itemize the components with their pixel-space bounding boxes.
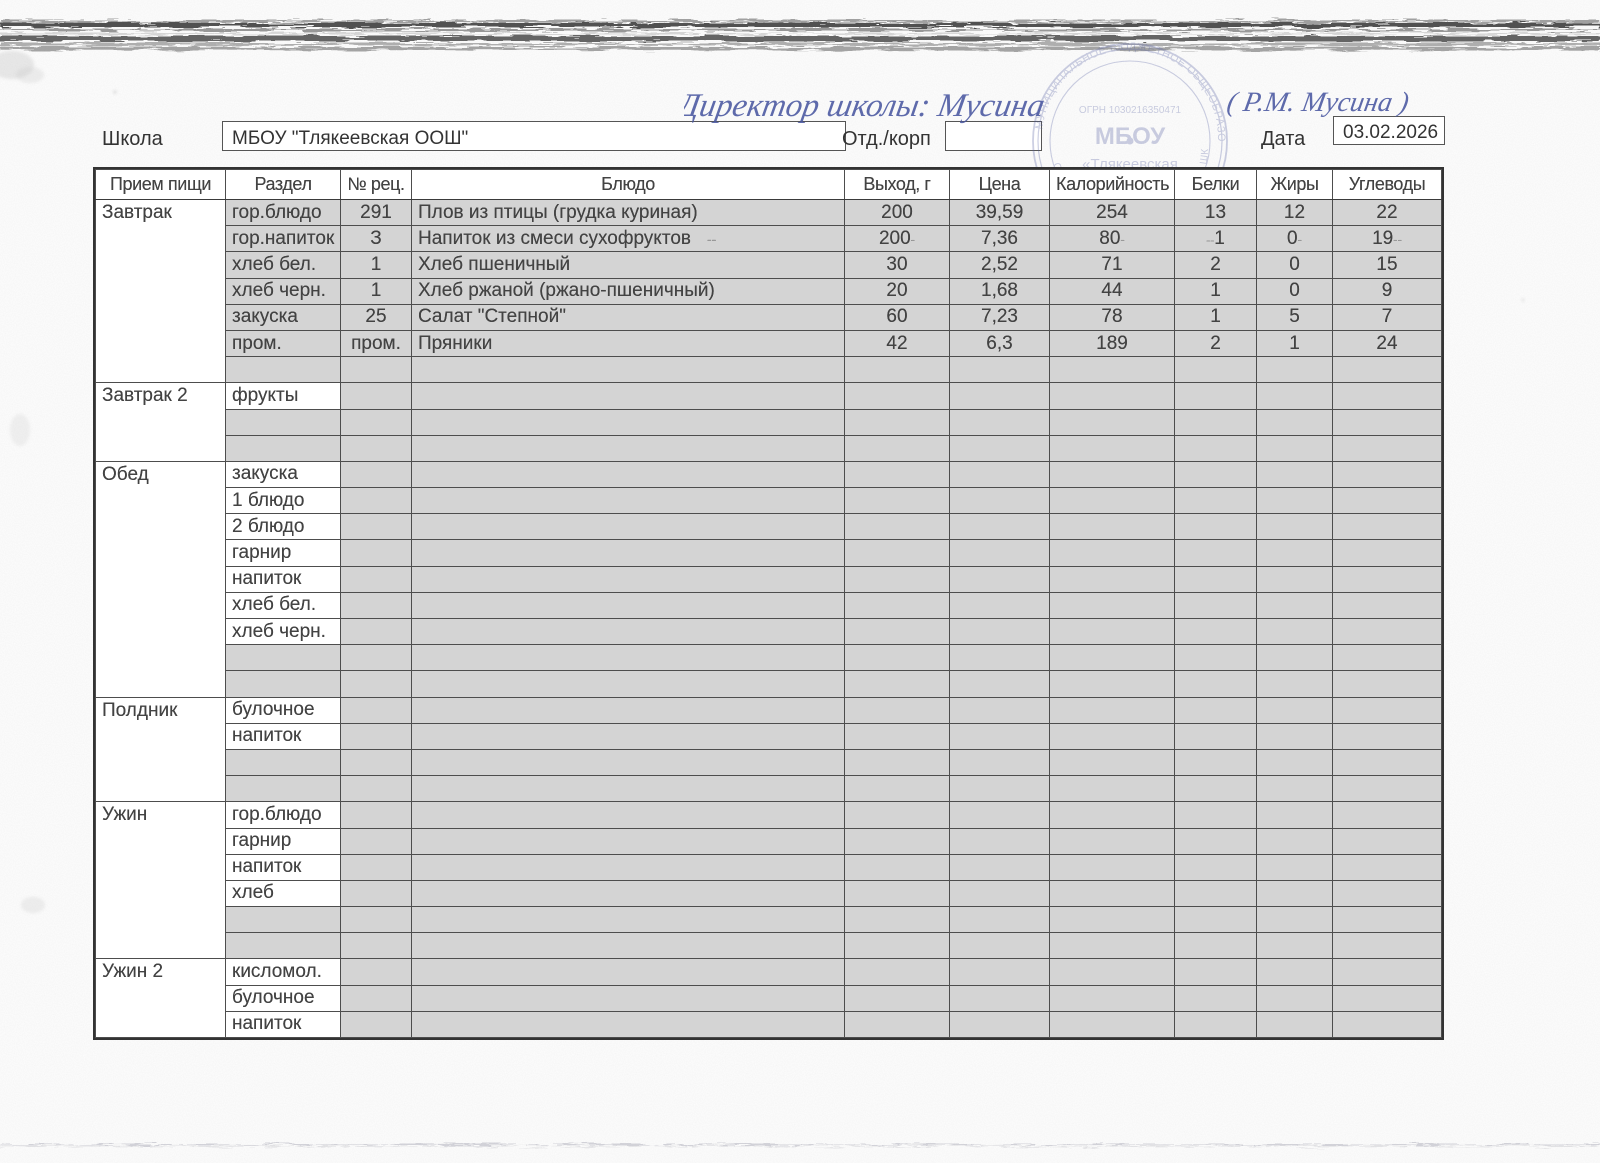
- svg-text:( Р.М. Мусина ): ( Р.М. Мусина ): [1225, 87, 1412, 118]
- svg-text:Директор школы: Мусина: Директор школы: Мусина: [684, 87, 1048, 124]
